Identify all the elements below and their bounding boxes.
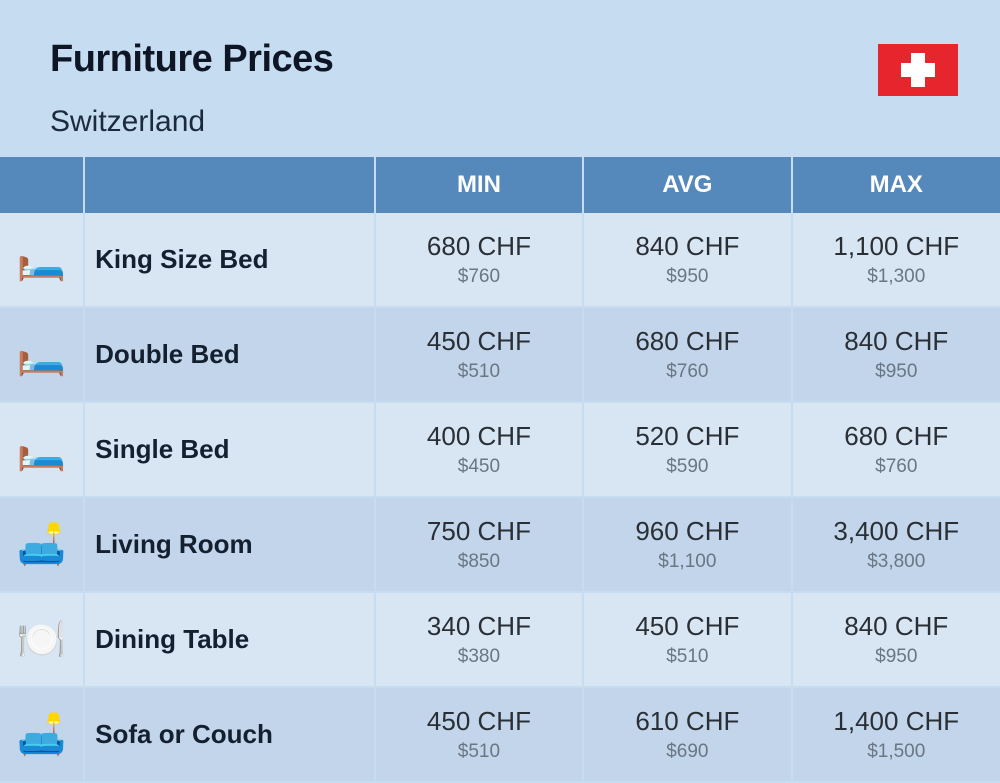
country-name: Switzerland [50,105,950,139]
min-usd: $380 [376,646,582,668]
furniture-icon: 🛏️ [0,213,84,307]
table-row: 🛏️Single Bed400 CHF $450520 CHF $590680 CH… [0,402,1000,497]
page-title: Furniture Prices [50,38,950,81]
avg-chf: 680 CHF [584,326,790,357]
max-price: 840 CHF $950 [792,592,1000,687]
min-price: 340 CHF $380 [375,592,583,687]
avg-chf: 520 CHF [584,421,790,452]
max-price: 1,100 CHF $1,300 [792,213,1000,307]
max-price: 1,400 CHF $1,500 [792,687,1000,782]
max-usd: $1,500 [793,741,1000,763]
min-usd: $850 [376,551,582,573]
min-price: 400 CHF $450 [375,402,583,497]
avg-usd: $1,100 [584,551,790,573]
avg-price: 450 CHF $510 [583,592,791,687]
max-chf: 680 CHF [793,421,1000,452]
min-usd: $510 [376,741,582,763]
min-chf: 340 CHF [376,611,582,642]
furniture-icon: 🛋️ [0,497,84,592]
furniture-icon: 🛋️ [0,687,84,782]
furniture-name: Double Bed [84,307,375,402]
max-price: 840 CHF $950 [792,307,1000,402]
avg-usd: $690 [584,741,790,763]
max-usd: $950 [793,361,1000,383]
min-price: 450 CHF $510 [375,307,583,402]
col-header-name [84,157,375,213]
avg-chf: 960 CHF [584,516,790,547]
table-row: 🛏️King Size Bed680 CHF $760840 CHF $9501,1… [0,213,1000,307]
max-chf: 3,400 CHF [793,516,1000,547]
min-usd: $760 [376,266,582,288]
col-header-max: MAX [792,157,1000,213]
furniture-icon: 🍽️ [0,592,84,687]
max-price: 680 CHF $760 [792,402,1000,497]
min-chf: 450 CHF [376,706,582,737]
min-chf: 450 CHF [376,326,582,357]
furniture-name: Living Room [84,497,375,592]
max-usd: $3,800 [793,551,1000,573]
col-header-icon [0,157,84,213]
col-header-min: MIN [375,157,583,213]
max-price: 3,400 CHF $3,800 [792,497,1000,592]
table-row: 🛋️Living Room750 CHF $850960 CHF $1,1003,4… [0,497,1000,592]
table-row: 🍽️Dining Table340 CHF $380450 CHF $510840 … [0,592,1000,687]
table-row: 🛋️Sofa or Couch450 CHF $510610 CHF $6901,4… [0,687,1000,782]
furniture-name: Dining Table [84,592,375,687]
page-header: Furniture Prices Switzerland [0,0,1000,157]
avg-price: 610 CHF $690 [583,687,791,782]
swiss-flag-icon [878,44,958,96]
avg-chf: 450 CHF [584,611,790,642]
max-usd: $950 [793,646,1000,668]
avg-usd: $590 [584,456,790,478]
avg-usd: $510 [584,646,790,668]
max-chf: 1,100 CHF [793,231,1000,262]
avg-price: 680 CHF $760 [583,307,791,402]
max-chf: 1,400 CHF [793,706,1000,737]
min-usd: $450 [376,456,582,478]
min-price: 450 CHF $510 [375,687,583,782]
price-table: MIN AVG MAX 🛏️King Size Bed680 CHF$76084… [0,157,1000,783]
furniture-name: King Size Bed [84,213,375,307]
avg-usd: $950 [584,266,790,288]
min-price: 680 CHF $760 [375,213,583,307]
avg-price: 840 CHF $950 [583,213,791,307]
avg-price: 520 CHF $590 [583,402,791,497]
furniture-name: Sofa or Couch [84,687,375,782]
furniture-icon: 🛏️ [0,307,84,402]
max-chf: 840 CHF [793,326,1000,357]
furniture-name: Single Bed [84,402,375,497]
avg-chf: 610 CHF [584,706,790,737]
max-chf: 840 CHF [793,611,1000,642]
avg-price: 960 CHF $1,100 [583,497,791,592]
table-row: 🛏️Double Bed450 CHF $510680 CHF $760840 CH… [0,307,1000,402]
min-chf: 750 CHF [376,516,582,547]
min-chf: 400 CHF [376,421,582,452]
min-price: 750 CHF $850 [375,497,583,592]
avg-chf: 840 CHF [584,231,790,262]
min-usd: $510 [376,361,582,383]
max-usd: $760 [793,456,1000,478]
col-header-avg: AVG [583,157,791,213]
avg-usd: $760 [584,361,790,383]
furniture-icon: 🛏️ [0,402,84,497]
max-usd: $1,300 [793,266,1000,288]
min-chf: 680 CHF [376,231,582,262]
